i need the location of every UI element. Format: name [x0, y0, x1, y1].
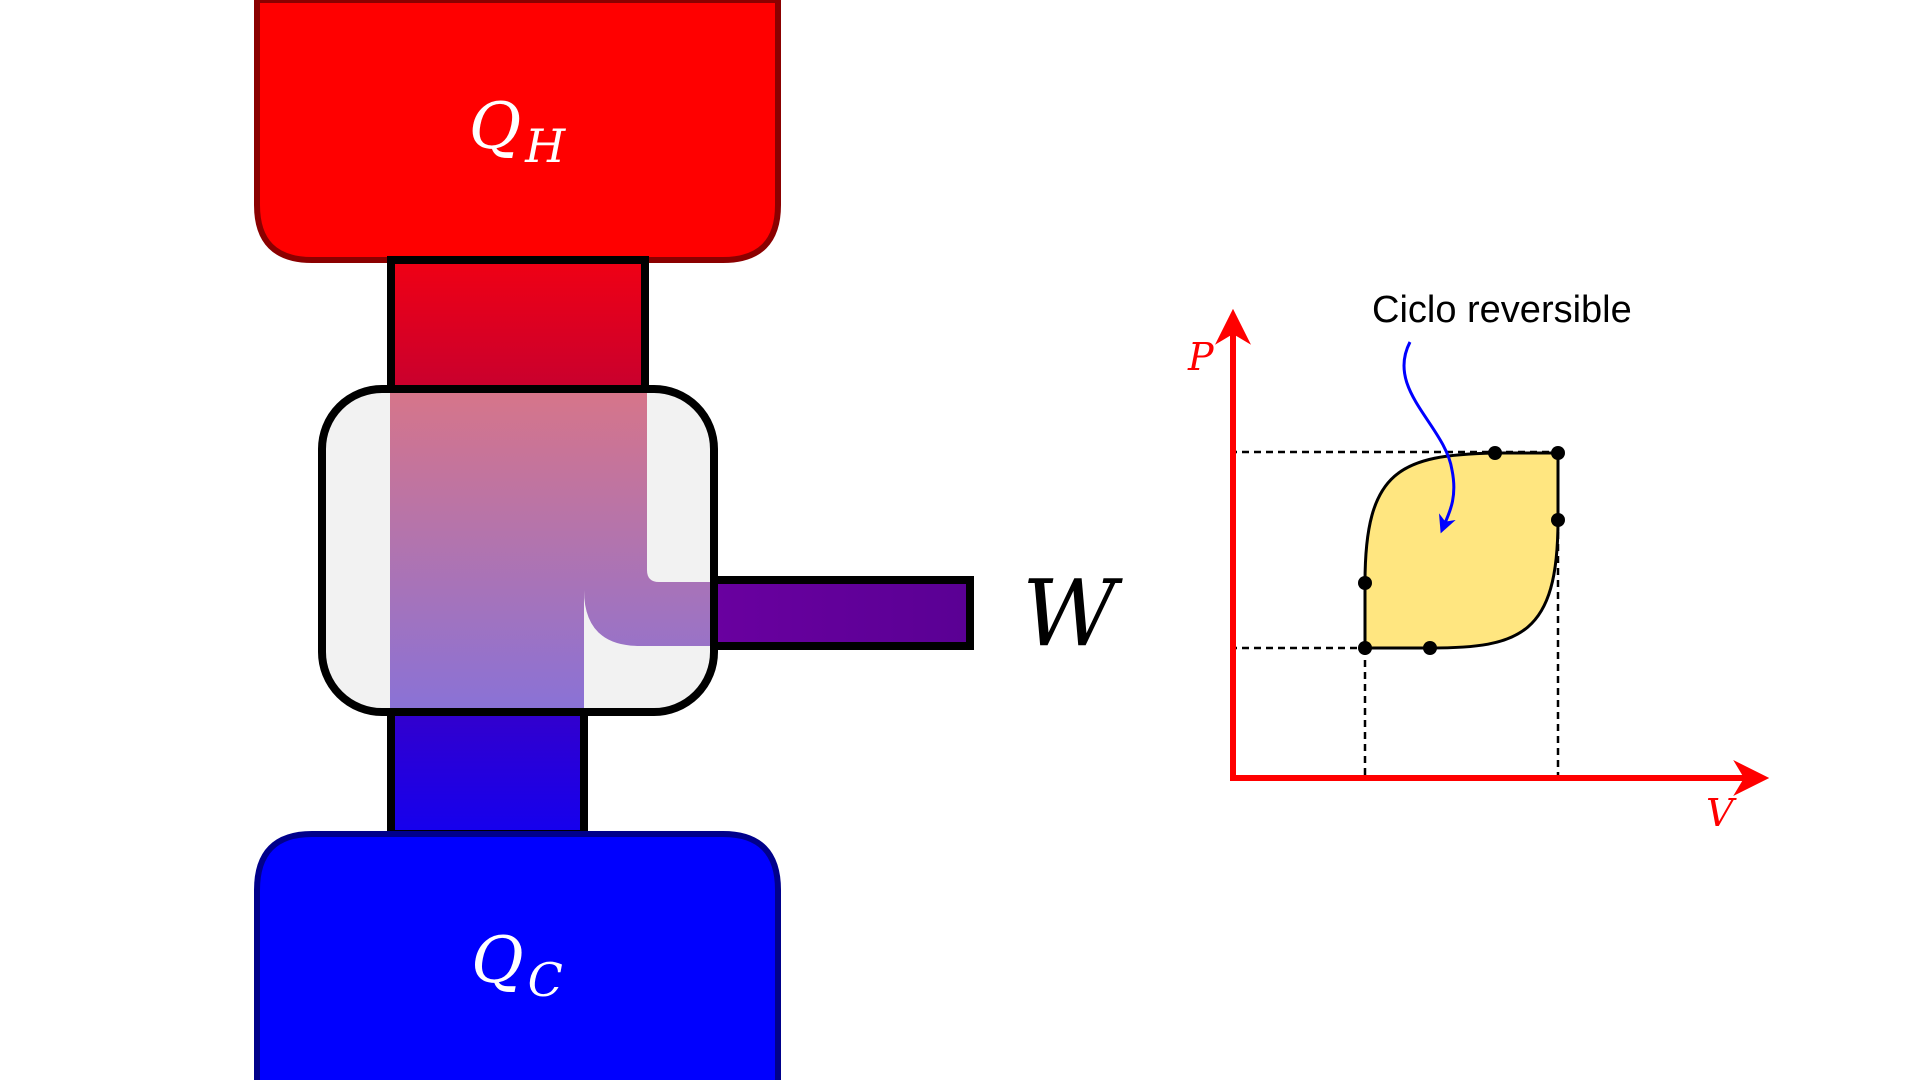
cold-reservoir-label: QC — [471, 924, 563, 1007]
state-point — [1551, 513, 1565, 527]
annotation-arrow — [1402, 341, 1456, 534]
state-points — [1358, 446, 1565, 655]
cycle-annotation: Ciclo reversible — [1372, 289, 1632, 331]
pressure-axis-label: P — [1187, 335, 1215, 379]
pv-diagram: P V Ciclo reversible — [1187, 289, 1770, 835]
work-output-bar — [696, 576, 974, 650]
cold-pipe — [387, 706, 588, 838]
work-label: W — [1022, 560, 1123, 667]
state-point — [1551, 446, 1565, 460]
energy-flow — [390, 393, 710, 708]
hot-reservoir: QH — [254, 0, 781, 263]
guide-lines — [1230, 450, 1560, 778]
engine-box — [318, 385, 718, 716]
hot-pipe — [387, 256, 649, 394]
state-point — [1488, 446, 1502, 460]
volume-axis-label: V — [1706, 791, 1737, 835]
cold-reservoir: QC — [254, 831, 781, 1080]
state-point — [1423, 641, 1437, 655]
reversible-cycle — [1363, 451, 1560, 650]
state-point — [1358, 641, 1372, 655]
state-point — [1358, 576, 1372, 590]
hot-reservoir-label: QH — [469, 90, 566, 173]
